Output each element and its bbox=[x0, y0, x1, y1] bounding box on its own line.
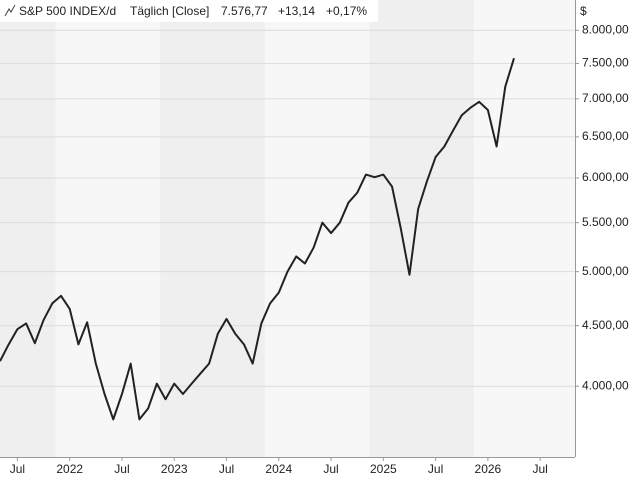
y-tick-label: 7.000,00 bbox=[582, 91, 629, 105]
x-tick-label: 2026 bbox=[475, 462, 502, 476]
last-value: 7.576,77 bbox=[221, 4, 268, 18]
plot-bg bbox=[0, 0, 575, 457]
x-tick-label: Jul bbox=[532, 462, 547, 476]
price-line bbox=[0, 57, 515, 421]
year-band bbox=[160, 0, 265, 457]
header-bg bbox=[0, 0, 378, 22]
x-tick-label: 2024 bbox=[265, 462, 292, 476]
chart-title: S&P 500 INDEX/d bbox=[19, 4, 116, 18]
y-tick-label: 6.500,00 bbox=[582, 129, 629, 143]
x-tick-label: Jul bbox=[10, 462, 25, 476]
x-tick-label: 2023 bbox=[161, 462, 188, 476]
y-tick-label: 4.500,00 bbox=[582, 318, 629, 332]
x-tick-label: Jul bbox=[114, 462, 129, 476]
y-tick-label: 7.500,00 bbox=[582, 56, 629, 70]
y-tick-label: 5.500,00 bbox=[582, 215, 629, 229]
y-tick-label: 6.000,00 bbox=[582, 170, 629, 184]
x-tick-label: 2025 bbox=[370, 462, 397, 476]
change-percent: +0,17% bbox=[326, 4, 367, 18]
x-tick-label: Jul bbox=[219, 462, 234, 476]
grid bbox=[0, 29, 575, 387]
chart-subtitle: Täglich [Close] bbox=[130, 4, 209, 18]
x-tick-label: 2022 bbox=[56, 462, 83, 476]
change: +13,14 bbox=[278, 4, 315, 18]
y-tick-label: 5.000,00 bbox=[582, 264, 629, 278]
year-band bbox=[369, 0, 474, 457]
x-tick-label: Jul bbox=[323, 462, 338, 476]
background bbox=[0, 0, 575, 457]
y-tick-label: 4.000,00 bbox=[582, 378, 629, 392]
chart-icon bbox=[4, 4, 16, 17]
year-band bbox=[0, 0, 56, 457]
x-tick-label: Jul bbox=[428, 462, 443, 476]
currency: $ bbox=[580, 4, 587, 18]
plot bbox=[0, 57, 515, 421]
y-tick-label: 8.000,00 bbox=[582, 22, 629, 36]
